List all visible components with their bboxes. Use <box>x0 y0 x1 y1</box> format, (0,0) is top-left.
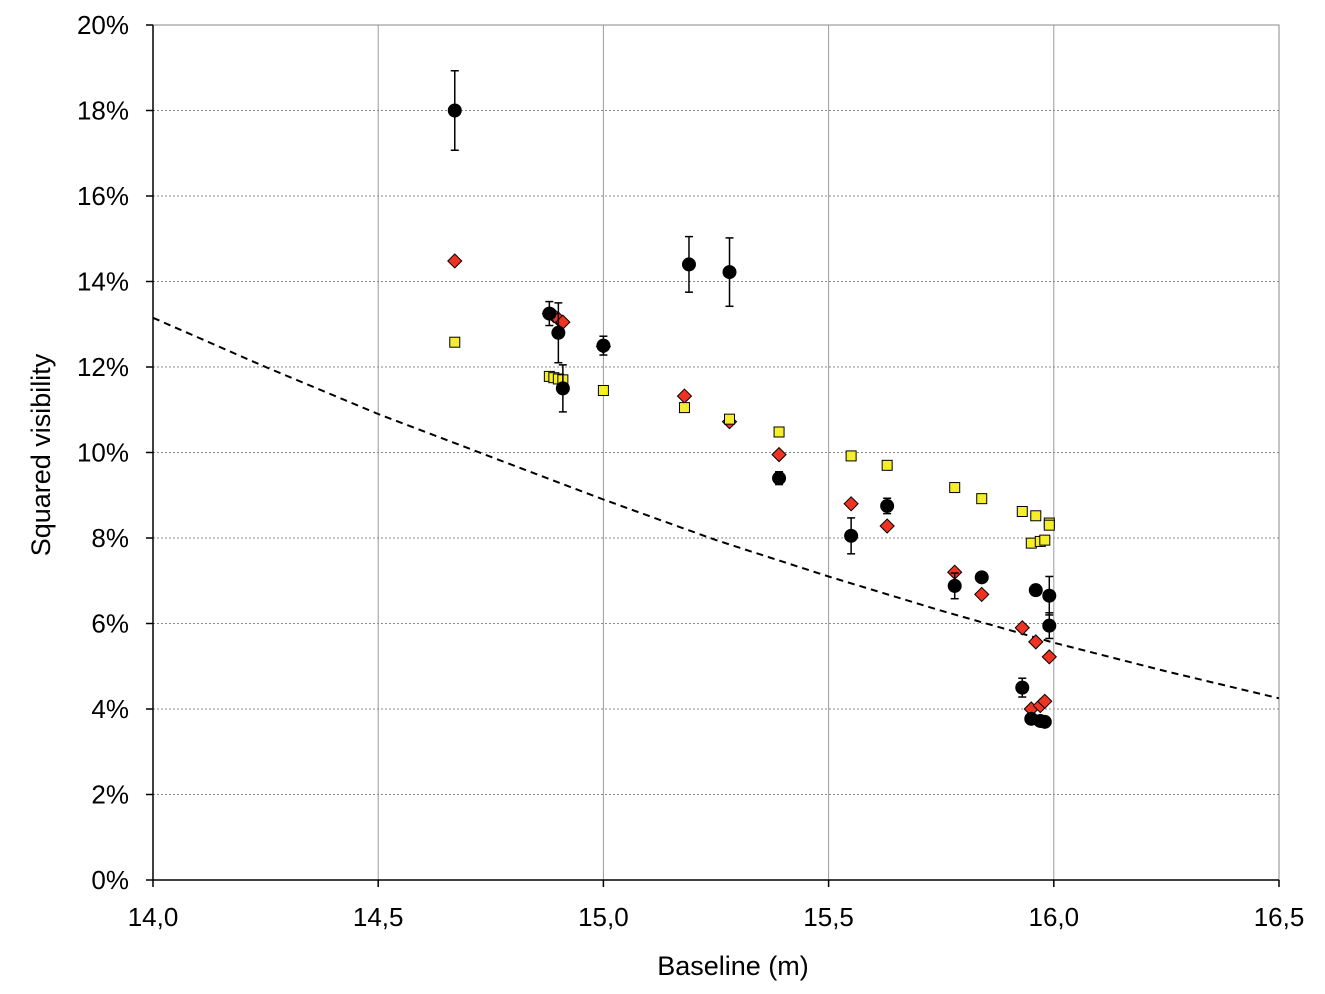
measured-point <box>772 471 787 486</box>
model-b-point <box>724 413 736 425</box>
measured-point <box>447 103 462 118</box>
measured-point <box>974 570 989 585</box>
model-b-point <box>845 450 857 462</box>
x-tick-label: 14,5 <box>353 902 404 932</box>
model-b-point <box>678 402 690 414</box>
model-a-point <box>1037 693 1053 710</box>
tick-labels: 0% 2% 4% 6% 8% 10% 12% 14% 16% 18% 20% 14,0 14,5 15,0… <box>77 10 1304 932</box>
model-a-point <box>879 518 895 534</box>
measured-point <box>1028 583 1043 598</box>
y-tick-label: 6% <box>91 609 129 639</box>
x-tick-label: 14,0 <box>128 902 179 932</box>
y-axis-title: Squared visibility <box>26 353 56 556</box>
y-tick-label: 14% <box>77 267 129 297</box>
model-b-point <box>1043 519 1055 531</box>
axes <box>146 24 1280 887</box>
model-a-point <box>1014 620 1030 636</box>
measured-point <box>551 325 566 340</box>
model-b-point <box>1025 537 1037 549</box>
x-tick-label: 15,0 <box>578 902 629 932</box>
plot-area <box>152 24 1280 881</box>
measured-point <box>1015 680 1030 695</box>
model-a-point <box>1028 634 1044 650</box>
model-b-point <box>597 385 609 397</box>
model-a-point <box>771 446 787 463</box>
model-a-point <box>974 586 990 603</box>
model-b-point <box>949 482 961 494</box>
measured-point <box>1042 618 1057 633</box>
x-tick-label: 16,0 <box>1028 902 1079 932</box>
data-marks <box>447 69 1058 729</box>
model-a-point <box>447 253 463 269</box>
measured-point <box>722 265 737 280</box>
y-tick-label: 0% <box>91 865 129 895</box>
y-tick-label: 16% <box>77 181 129 211</box>
measured-point <box>681 257 696 272</box>
model-a-point <box>1041 649 1058 665</box>
x-axis-title: Baseline (m) <box>657 951 809 981</box>
model-b-point <box>976 493 988 505</box>
measured-point <box>555 381 570 396</box>
y-tick-label: 8% <box>91 523 129 553</box>
y-tick-label: 12% <box>77 352 129 382</box>
x-tick-label: 16,5 <box>1254 902 1305 932</box>
model-a-point <box>843 496 859 512</box>
measured-point <box>880 498 895 513</box>
model-b-point <box>1030 510 1042 522</box>
measured-point <box>947 578 962 593</box>
measured-point <box>1042 588 1057 603</box>
y-tick-label: 10% <box>77 438 129 468</box>
measured-point <box>844 528 859 543</box>
y-tick-label: 4% <box>91 694 129 724</box>
y-tick-label: 20% <box>77 10 129 40</box>
model-b-point <box>773 426 785 438</box>
measured-point <box>596 338 611 353</box>
y-tick-label: 2% <box>91 780 129 810</box>
model-b-point <box>1039 534 1051 546</box>
model-b-point <box>449 336 461 348</box>
y-tick-label: 18% <box>77 96 129 126</box>
grid <box>152 24 1280 881</box>
x-tick-label: 15,5 <box>803 902 854 932</box>
model-b-point <box>1016 505 1028 517</box>
fit-curve-layer <box>152 316 1280 700</box>
measured-point <box>542 306 557 321</box>
model-b-point <box>881 459 893 471</box>
measured-point <box>1037 714 1052 729</box>
fit-curve-line <box>152 316 1280 700</box>
